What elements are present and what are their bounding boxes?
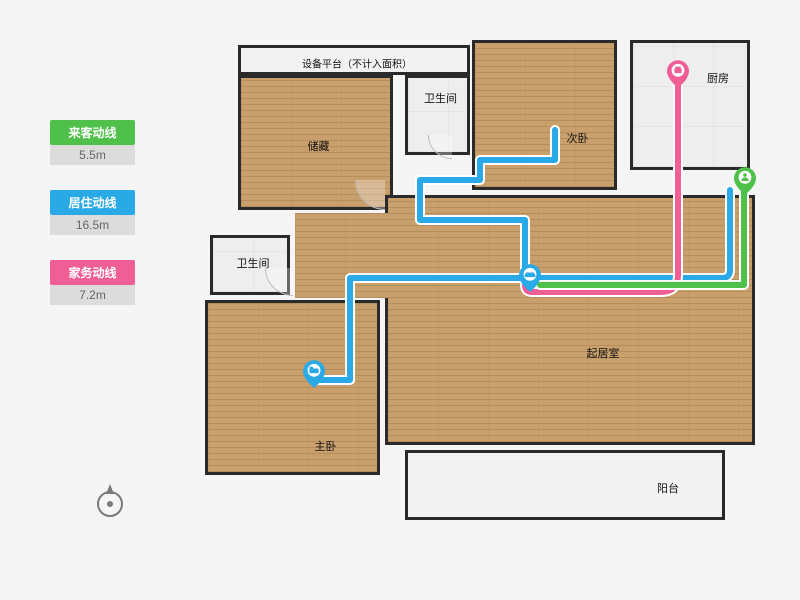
- living-pin-icon: [519, 264, 541, 292]
- room-balcony: 阳台: [405, 450, 725, 520]
- bed-pin-icon: [303, 360, 325, 388]
- door-arc: [428, 135, 452, 159]
- legend-item-visitor: 来客动线 5.5m: [50, 120, 135, 165]
- room-bedroom2: 次卧: [472, 40, 617, 190]
- legend-label-chores: 家务动线: [50, 260, 135, 285]
- room-label-bedroom1: 主卧: [313, 437, 339, 455]
- room-label-bath1: 卫生间: [422, 89, 459, 107]
- floorplan: 储藏设备平台（不计入面积）卫生间次卧厨房卫生间主卧起居室阳台: [180, 20, 780, 580]
- legend-item-chores: 家务动线 7.2m: [50, 260, 135, 305]
- legend-value-visitor: 5.5m: [50, 145, 135, 165]
- room-label-balcony: 阳台: [655, 479, 681, 497]
- room-label-storage: 储藏: [306, 137, 332, 155]
- entry-pin-icon: [734, 167, 756, 195]
- room-living: 起居室: [385, 195, 755, 445]
- legend: 来客动线 5.5m 居住动线 16.5m 家务动线 7.2m: [50, 120, 135, 330]
- room-label-bedroom2: 次卧: [565, 129, 591, 147]
- room-label-equip: 设备平台（不计入面积）: [300, 55, 414, 72]
- legend-label-visitor: 来客动线: [50, 120, 135, 145]
- legend-item-resident: 居住动线 16.5m: [50, 190, 135, 235]
- legend-value-resident: 16.5m: [50, 215, 135, 235]
- kitchen-pin-icon: [667, 60, 689, 88]
- room-bedroom1: 主卧: [205, 300, 380, 475]
- legend-value-chores: 7.2m: [50, 285, 135, 305]
- room-label-kitchen: 厨房: [705, 69, 731, 87]
- room-kitchen: 厨房: [630, 40, 750, 170]
- legend-label-resident: 居住动线: [50, 190, 135, 215]
- compass-icon: [90, 480, 130, 520]
- room-label-living: 起居室: [585, 344, 622, 362]
- room-hall: [295, 213, 390, 298]
- room-equip: 设备平台（不计入面积）: [238, 45, 470, 75]
